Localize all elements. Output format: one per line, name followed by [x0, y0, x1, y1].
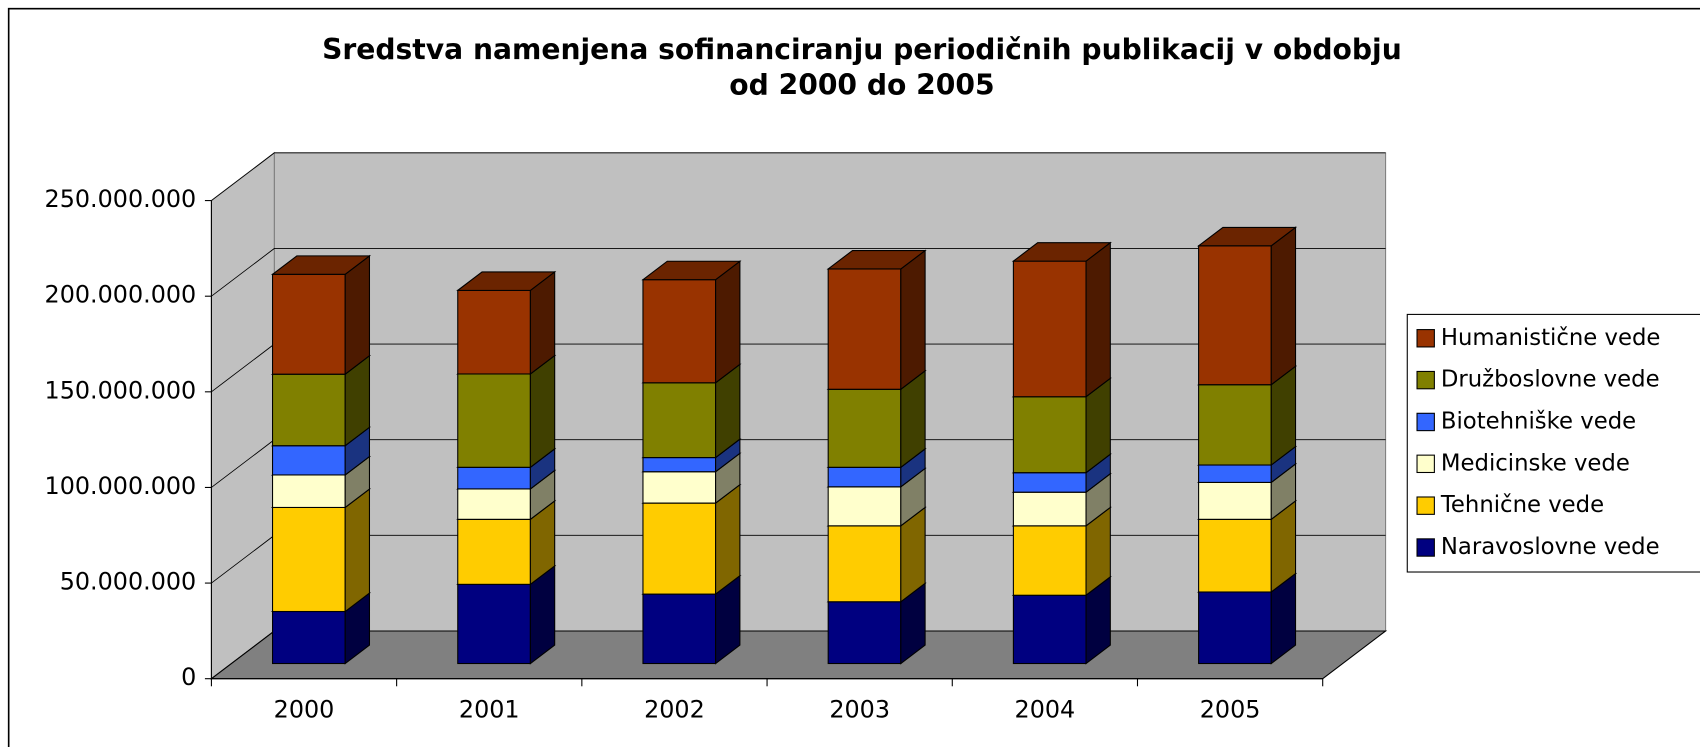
bar-top — [1196, 226, 1298, 247]
bar-segment — [827, 466, 902, 488]
bar-segment — [457, 373, 531, 468]
bar-segment — [642, 593, 717, 665]
x-tick-label: 2004 — [1015, 696, 1076, 724]
bar-top — [826, 249, 927, 270]
bar-segment — [642, 457, 717, 473]
bar-segment — [1198, 464, 1272, 483]
bar-segment — [271, 610, 346, 665]
legend-swatch — [1416, 538, 1435, 557]
bar-side — [344, 254, 371, 376]
bar-side — [1270, 226, 1297, 386]
y-tick-label: 100.000.000 — [45, 472, 197, 500]
bar-segment — [271, 445, 346, 476]
side-wall — [210, 151, 275, 680]
legend-label: Biotehniške vede — [1441, 408, 1636, 434]
y-tick-label: 0 — [181, 663, 196, 691]
bar-segment — [271, 273, 346, 375]
bar-side — [529, 354, 556, 469]
bar-segment — [1198, 245, 1272, 386]
x-tick-label: 2005 — [1200, 696, 1261, 724]
bar-segment — [1198, 591, 1272, 665]
bar-segment — [271, 474, 346, 509]
bar-segment — [1012, 472, 1087, 493]
legend-swatch — [1416, 454, 1435, 474]
bar-side — [715, 483, 741, 596]
bar-top — [270, 255, 372, 275]
y-tick-label: 250.000.000 — [45, 185, 197, 213]
bar-segment — [457, 518, 531, 585]
chart-title: od 2000 do 2005 — [729, 69, 994, 102]
bar-segment — [1012, 396, 1087, 474]
bar-segment — [642, 279, 717, 384]
bar-segment — [1012, 491, 1087, 527]
y-tick-label: 150.000.000 — [45, 376, 197, 404]
bar-segment — [1012, 525, 1087, 596]
legend-label: Naravoslovne vede — [1441, 534, 1660, 560]
chart-title: Sredstva namenjena sofinanciranju period… — [322, 33, 1402, 66]
bar-top — [456, 271, 557, 291]
legend-swatch — [1416, 329, 1435, 348]
grid-line — [211, 248, 1386, 297]
bar-segment — [1198, 384, 1272, 466]
bar-segment — [457, 466, 531, 490]
bar-segment — [457, 488, 531, 520]
legend-box — [1406, 313, 1700, 573]
x-tick-label: 2003 — [829, 696, 890, 724]
y-tick-label: 200.000.000 — [45, 281, 197, 309]
bar-segment — [827, 268, 902, 390]
bar-segment — [1012, 594, 1087, 665]
legend-swatch — [1416, 496, 1435, 515]
legend-swatch — [1416, 412, 1435, 432]
bar-top — [641, 260, 742, 281]
bar-segment — [642, 382, 717, 459]
bar-segment — [827, 486, 902, 527]
y-tick-label: 50.000.000 — [60, 568, 197, 596]
x-tick-label: 2000 — [274, 696, 335, 724]
bar-side — [344, 487, 371, 613]
bar-segment — [271, 373, 346, 447]
legend-label: Medicinske vede — [1441, 450, 1630, 476]
legend-label: Humanistične vede — [1441, 325, 1661, 351]
bar-segment — [1012, 260, 1087, 398]
bar-side — [900, 249, 926, 391]
bar-side — [715, 260, 741, 384]
x-tick-label: 2002 — [644, 696, 705, 724]
bar-segment — [457, 289, 531, 375]
bar-segment — [1198, 481, 1272, 520]
bar-segment — [827, 388, 902, 468]
legend-label: Tehnične vede — [1440, 492, 1604, 518]
grid-line — [211, 152, 1386, 201]
bar-segment — [1198, 518, 1272, 593]
legend-label: Družboslovne vede — [1441, 367, 1660, 393]
bar-segment — [642, 471, 717, 504]
x-tick-label: 2001 — [459, 696, 520, 724]
bar-segment — [271, 506, 346, 613]
bar-segment — [827, 525, 902, 603]
bar-segment — [642, 502, 717, 595]
legend-swatch — [1416, 370, 1435, 390]
bar-top — [1011, 242, 1112, 262]
bar-segment — [457, 583, 531, 665]
bar-segment — [827, 601, 902, 665]
bar-side — [1085, 241, 1111, 398]
